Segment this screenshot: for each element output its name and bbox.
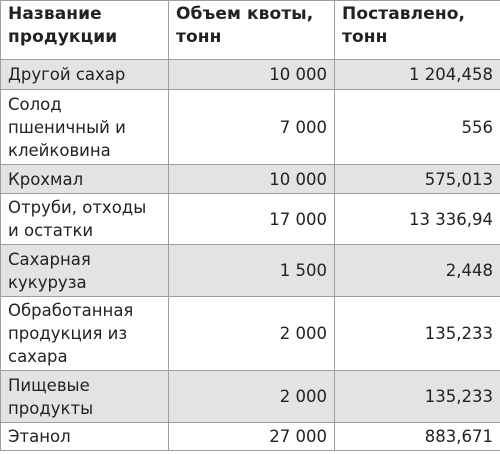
product-name-cell: Сахарная кукуруза [0,244,169,297]
product-name-cell: Пищевые продукты [0,370,169,423]
column-header-product: Название продукции [0,0,169,60]
product-name-cell: Солод пшеничный и клейковина [0,89,169,165]
table-row: Крохмал 10 000 575,013 [0,164,500,194]
table-row: Другой сахар 10 000 1 204,458 [0,59,500,90]
header-row: Название продукции Объем квоты, тонн Пос… [0,0,500,60]
table-row: Обработанная продукция из сахара 2 000 1… [0,296,500,371]
table-header: Название продукции Объем квоты, тонн Пос… [0,0,500,60]
product-name-cell: Отруби, отходы и остатки [0,193,169,245]
delivered-cell: 135,233 [334,296,500,371]
delivered-cell: 575,013 [334,164,500,194]
delivered-cell: 135,233 [334,370,500,423]
product-name-cell: Крохмал [0,164,169,194]
delivered-cell: 1 204,458 [334,59,500,90]
quota-cell: 2 000 [168,296,335,371]
quota-cell: 1 500 [168,244,335,297]
column-header-quota: Объем квоты, тонн [168,0,335,60]
product-name-cell: Этанол [0,422,169,451]
quota-cell: 2 000 [168,370,335,423]
table-row: Солод пшеничный и клейковина 7 000 556 [0,89,500,165]
table-body: Другой сахар 10 000 1 204,458 Солод пшен… [0,59,500,451]
quota-cell: 10 000 [168,164,335,194]
table-row: Пищевые продукты 2 000 135,233 [0,370,500,423]
column-header-delivered: Поставлено, тонн [334,0,500,60]
product-name-cell: Другой сахар [0,59,169,90]
quota-cell: 10 000 [168,59,335,90]
quota-cell: 7 000 [168,89,335,165]
product-name-cell: Обработанная продукция из сахара [0,296,169,371]
delivered-cell: 883,671 [334,422,500,451]
quota-cell: 27 000 [168,422,335,451]
delivered-cell: 556 [334,89,500,165]
table-row: Этанол 27 000 883,671 [0,422,500,451]
delivered-cell: 2,448 [334,244,500,297]
table-row: Отруби, отходы и остатки 17 000 13 336,9… [0,193,500,245]
quota-cell: 17 000 [168,193,335,245]
table-row: Сахарная кукуруза 1 500 2,448 [0,244,500,297]
delivered-cell: 13 336,94 [334,193,500,245]
